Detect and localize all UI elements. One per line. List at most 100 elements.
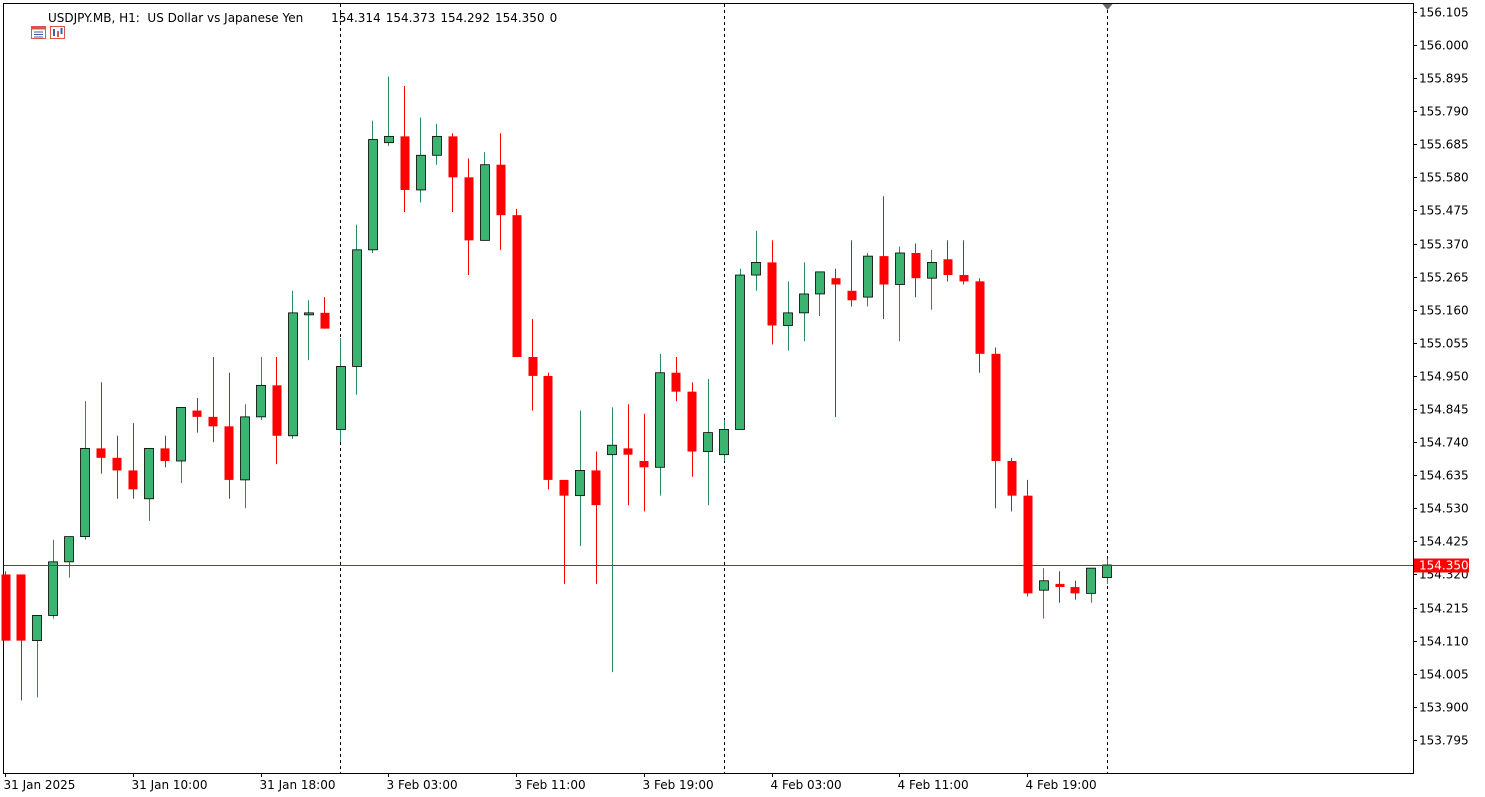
bull-candle[interactable] xyxy=(48,561,58,616)
bear-candle[interactable] xyxy=(639,460,649,468)
bull-candle[interactable] xyxy=(80,447,90,538)
bear-candle[interactable] xyxy=(687,391,697,452)
price-tick-label: 156.105 xyxy=(1419,6,1469,20)
bear-candle[interactable] xyxy=(192,410,202,417)
bull-candle[interactable] xyxy=(368,139,378,251)
bear-candle[interactable] xyxy=(16,574,26,641)
bull-candle[interactable] xyxy=(703,432,713,452)
chart-settings-icon[interactable] xyxy=(27,12,65,39)
price-tick-label: 155.370 xyxy=(1419,238,1469,252)
bear-candle[interactable] xyxy=(543,375,553,480)
chart-shift-marker[interactable] xyxy=(1102,4,1113,10)
bull-candle[interactable] xyxy=(815,271,825,295)
bear-candle[interactable] xyxy=(671,372,681,392)
bear-candle[interactable] xyxy=(1007,460,1017,496)
bear-candle[interactable] xyxy=(591,470,601,506)
bull-candle[interactable] xyxy=(895,252,905,285)
price-tick-label: 154.005 xyxy=(1419,668,1469,682)
bear-candle[interactable] xyxy=(1,574,11,641)
time-tick-label: 3 Feb 11:00 xyxy=(515,778,586,792)
bear-candle[interactable] xyxy=(448,136,458,178)
bear-candle[interactable] xyxy=(943,259,953,276)
chart-header: USDJPY.MB, H1: US Dollar vs Japanese Yen… xyxy=(8,9,558,39)
bear-candle[interactable] xyxy=(847,290,857,301)
current-price-label: 154.350 xyxy=(1419,559,1469,573)
bull-candle[interactable] xyxy=(176,407,186,462)
bull-candle[interactable] xyxy=(416,154,426,191)
bear-candle[interactable] xyxy=(160,448,170,461)
bear-candle[interactable] xyxy=(1023,495,1033,594)
end-of-chart-marker xyxy=(1102,4,1113,10)
price-axis[interactable]: 156.105 156.000 155.895 155.790 155.685 155.5… xyxy=(1413,6,1469,748)
bear-candle[interactable] xyxy=(400,136,410,190)
bear-candle[interactable] xyxy=(559,479,569,496)
bear-candle[interactable] xyxy=(320,312,330,329)
price-tick-label: 155.895 xyxy=(1419,72,1469,86)
price-tick-label: 153.795 xyxy=(1419,734,1469,748)
low-value: 154.292 xyxy=(440,11,490,25)
candle-bodies xyxy=(1,135,1112,642)
bull-candle[interactable] xyxy=(927,262,937,279)
time-tick-label: 3 Feb 03:00 xyxy=(387,778,458,792)
bear-candle[interactable] xyxy=(959,275,969,282)
bull-candle[interactable] xyxy=(719,429,729,456)
bear-candle[interactable] xyxy=(1070,587,1080,594)
open-value: 154.314 xyxy=(331,11,381,25)
bull-candle[interactable] xyxy=(1086,567,1096,594)
bear-candle[interactable] xyxy=(767,262,777,326)
bull-candle[interactable] xyxy=(863,255,873,298)
bear-candle[interactable] xyxy=(623,448,633,455)
price-tick-label: 153.900 xyxy=(1419,701,1469,715)
bull-candle[interactable] xyxy=(32,615,42,642)
price-tick-label: 154.425 xyxy=(1419,535,1469,549)
bull-candle[interactable] xyxy=(240,416,250,481)
price-tick-label: 154.950 xyxy=(1419,370,1469,384)
bull-candle[interactable] xyxy=(735,274,745,430)
bull-candle[interactable] xyxy=(575,470,585,497)
bull-candle[interactable] xyxy=(304,312,314,316)
bull-candle[interactable] xyxy=(352,249,362,367)
price-tick-label: 155.160 xyxy=(1419,304,1469,318)
bear-candle[interactable] xyxy=(1055,583,1065,588)
bull-candle[interactable] xyxy=(1039,580,1049,591)
bull-candle[interactable] xyxy=(384,135,394,144)
price-tick-label: 155.580 xyxy=(1419,171,1469,185)
bear-candle[interactable] xyxy=(831,278,841,285)
bull-candle[interactable] xyxy=(607,444,617,456)
bear-candle[interactable] xyxy=(879,256,889,285)
bull-candle[interactable] xyxy=(1102,564,1112,578)
bear-candle[interactable] xyxy=(991,353,1001,461)
bear-candle[interactable] xyxy=(128,470,138,490)
bull-candle[interactable] xyxy=(288,312,298,437)
close-value: 154.350 xyxy=(494,11,545,25)
bull-candle[interactable] xyxy=(336,366,346,430)
high-value: 154.373 xyxy=(385,11,436,25)
bull-candle[interactable] xyxy=(799,293,809,314)
bear-candle[interactable] xyxy=(512,215,522,357)
bear-candle[interactable] xyxy=(96,448,106,458)
bear-candle[interactable] xyxy=(528,356,538,376)
bull-candle[interactable] xyxy=(432,135,442,156)
calendar-list-icon[interactable] xyxy=(8,12,46,39)
tick-volume: 0 xyxy=(549,11,558,25)
bull-candle[interactable] xyxy=(480,164,490,241)
bull-candle[interactable] xyxy=(783,312,793,326)
bear-candle[interactable] xyxy=(224,426,234,480)
bear-candle[interactable] xyxy=(464,177,474,241)
bull-candle[interactable] xyxy=(144,447,154,500)
time-tick-label: 31 Jan 10:00 xyxy=(132,778,208,792)
time-axis[interactable]: 31 Jan 2025 31 Jan 10:00 31 Jan 18:00 3 Feb… xyxy=(4,773,1097,792)
bear-candle[interactable] xyxy=(975,281,985,354)
bear-candle[interactable] xyxy=(911,252,921,279)
bull-candle[interactable] xyxy=(655,372,665,468)
bear-candle[interactable] xyxy=(112,457,122,471)
bear-candle[interactable] xyxy=(496,164,506,216)
bull-candle[interactable] xyxy=(256,384,266,418)
bear-candle[interactable] xyxy=(208,416,218,427)
bull-candle[interactable] xyxy=(64,536,74,563)
bull-candle[interactable] xyxy=(751,262,761,276)
bear-candle[interactable] xyxy=(272,385,282,436)
price-tick-label: 155.790 xyxy=(1419,105,1469,119)
